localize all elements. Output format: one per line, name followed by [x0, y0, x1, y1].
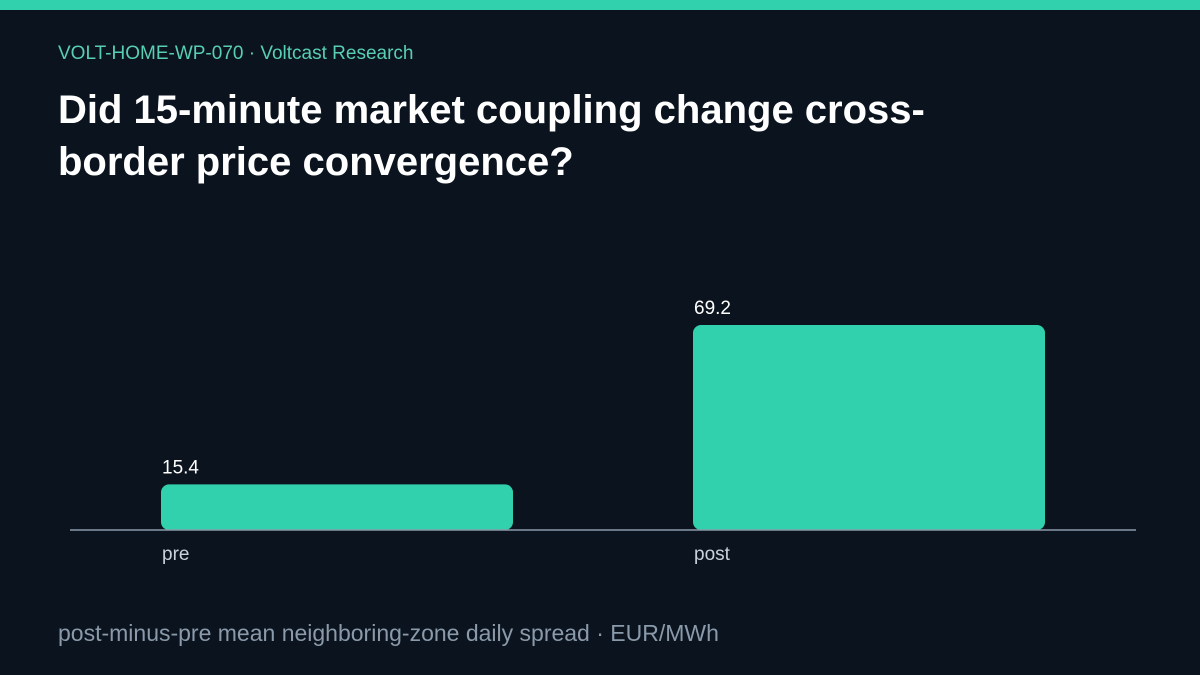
report-kicker: VOLT-HOME-WP-070 · Voltcast Research [58, 43, 414, 64]
value-label-post: 69.2 [694, 298, 731, 319]
bar-post [693, 325, 1045, 530]
chart-footnote: post-minus-pre mean neighboring-zone dai… [58, 620, 719, 646]
chart-title: Did 15-minute market coupling change cro… [58, 88, 925, 184]
value-label-pre: 15.4 [162, 457, 199, 478]
top-accent-bar [0, 0, 1200, 10]
category-label-pre: pre [162, 544, 189, 565]
bar-chart: 15.4 pre 69.2 post [70, 298, 1136, 565]
category-label-post: post [694, 544, 731, 565]
bar-pre [161, 484, 513, 530]
